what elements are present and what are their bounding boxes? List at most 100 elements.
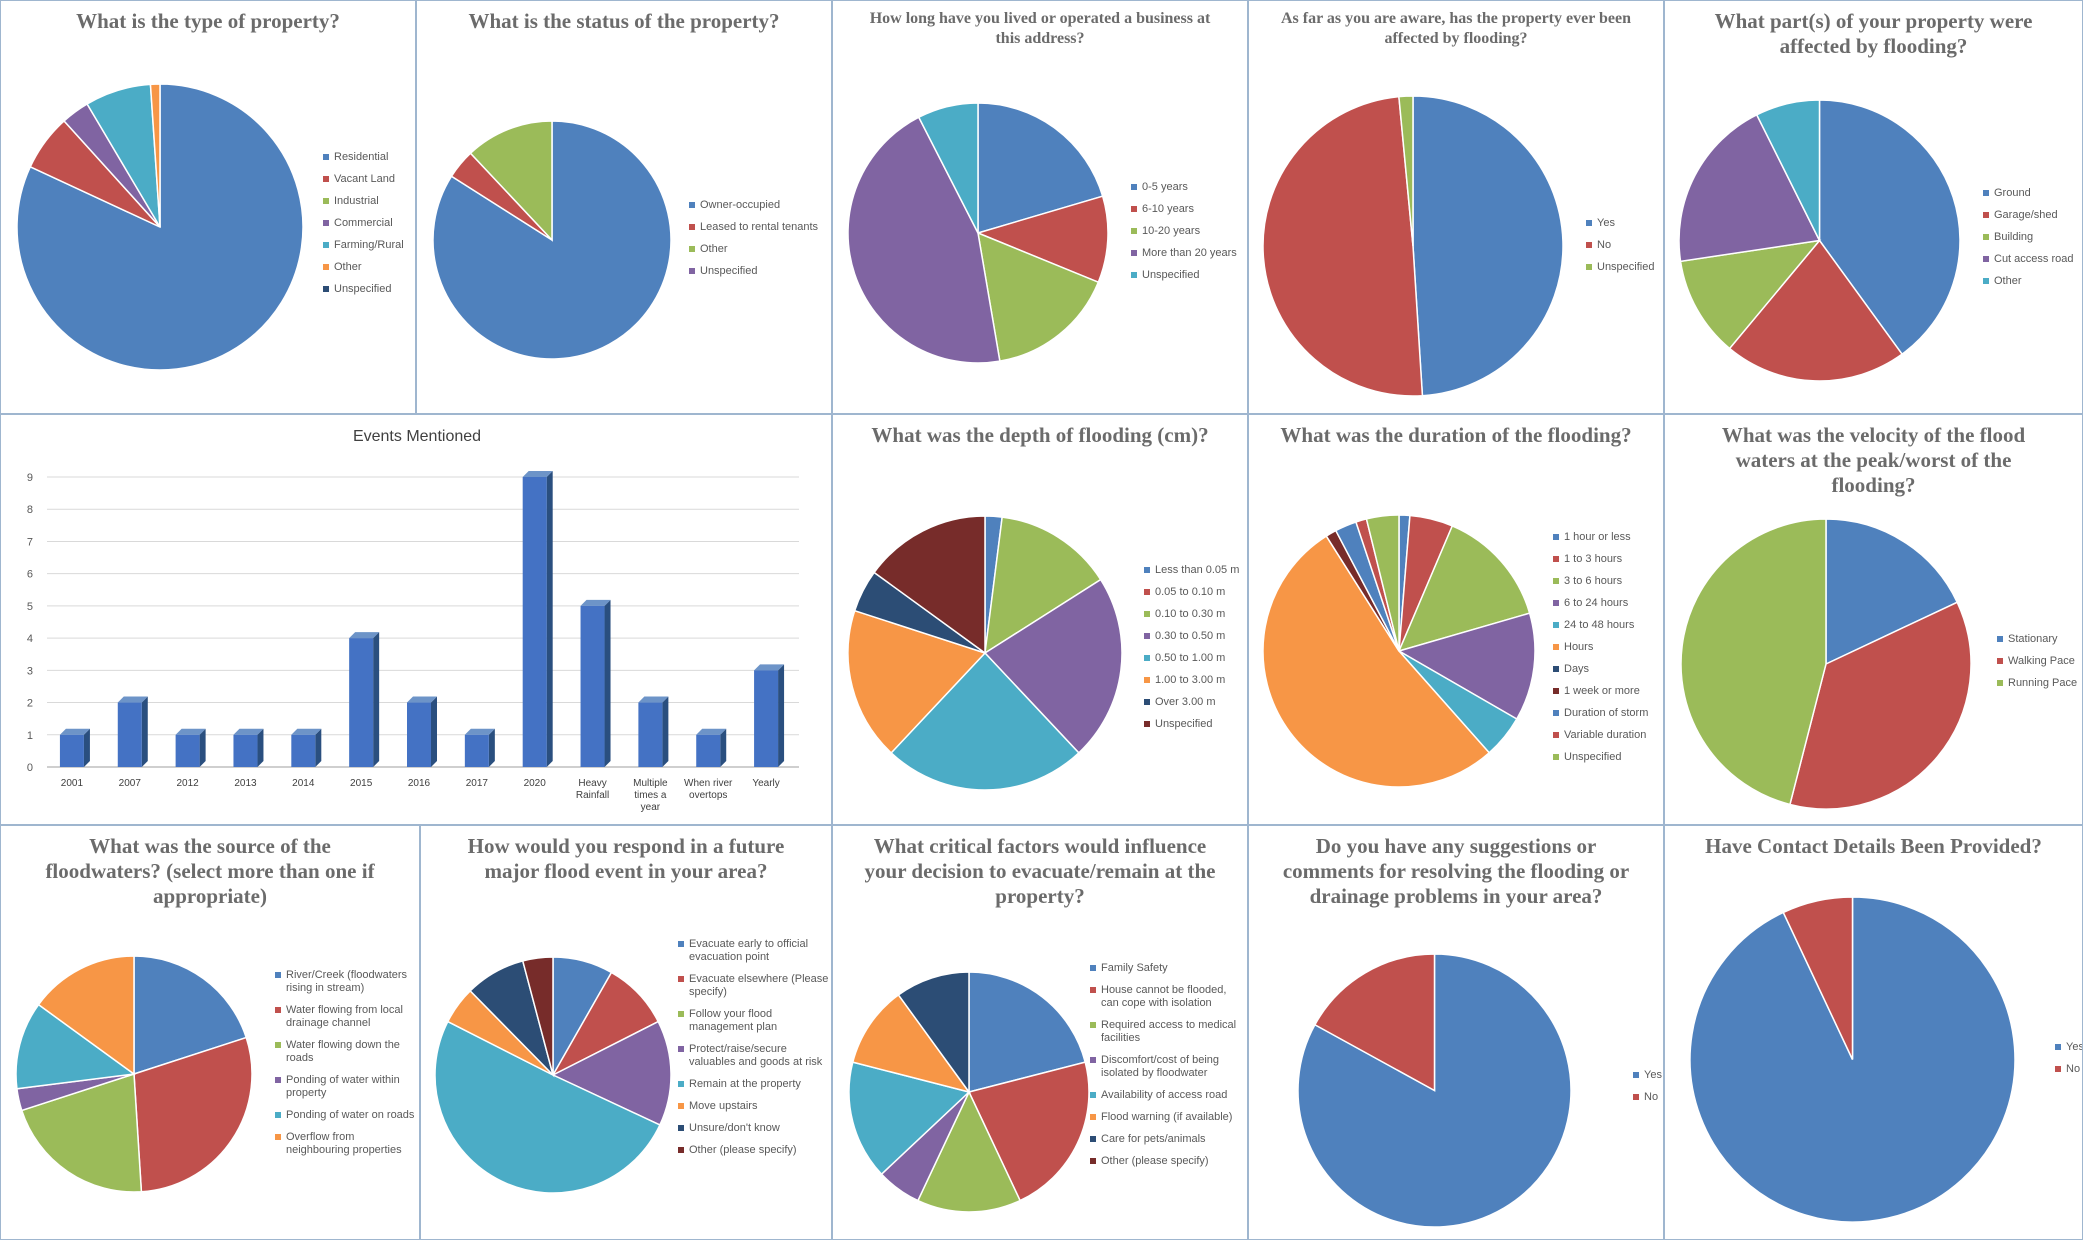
bar-side [778, 664, 785, 767]
chart-suggestions: Do you have any suggestions or comments … [1248, 825, 1664, 1240]
bar-2007 [117, 702, 142, 767]
legend-swatch [323, 154, 329, 160]
legend-swatch [1553, 534, 1559, 540]
legend: Family Safety House cannot be flooded, ca… [1090, 962, 1246, 1177]
legend-item: Building [1983, 231, 2082, 244]
legend-label: Residential [334, 151, 389, 163]
legend-label: Walking Pace [2008, 655, 2075, 667]
legend-item: Evacuate elsewhere (Please specify) [678, 973, 831, 999]
x-tick-label: 2014 [292, 778, 315, 789]
bar-multiple-times-a-year [638, 702, 663, 767]
pie-slice-availability-of-access-road [848, 1061, 971, 1176]
legend-item: Stationary [1997, 633, 2082, 646]
pie-slice-unspecified [873, 515, 986, 655]
legend-swatch [275, 1007, 281, 1013]
legend: Owner-occupied Leased to rental tenants Ot… [689, 199, 829, 287]
legend-label: Unspecified [700, 265, 758, 277]
legend-swatch [1553, 644, 1559, 650]
legend-label: Other [334, 261, 362, 273]
legend-item: Vacant Land [323, 173, 413, 186]
legend-label: Unsure/don't know [689, 1122, 780, 1134]
legend-label: Evacuate elsewhere (Please specify) [689, 973, 829, 998]
legend-item: Move upstairs [678, 1100, 831, 1113]
legend-swatch [1090, 1057, 1096, 1063]
pie-chart [848, 971, 1090, 1213]
legend-item: Ground [1983, 187, 2082, 200]
legend-item: House cannot be flooded, can cope with i… [1090, 984, 1246, 1010]
legend-item: 10-20 years [1131, 225, 1247, 238]
pie-slice-other [149, 83, 161, 228]
legend-label: Required access to medical facilities [1101, 1019, 1237, 1044]
chart-flood-duration: What was the duration of the flooding? 1… [1248, 414, 1664, 825]
legend-label: Commercial [334, 217, 393, 229]
legend-item: Water flowing from local drainage channe… [275, 1004, 415, 1030]
pie-slice-water-flowing-down-the-roads [20, 1072, 143, 1193]
y-tick-label: 1 [27, 730, 33, 742]
bar-side [141, 696, 148, 767]
legend-item: Follow your flood management plan [678, 1008, 831, 1034]
legend-item: Other [689, 243, 829, 256]
legend-item: 1 week or more [1553, 685, 1663, 698]
chart-title: What is the status of the property? [468, 9, 780, 33]
pie-slice-1-00-to-3-00-m [847, 609, 987, 754]
legend-label: Ponding of water within property [286, 1074, 400, 1099]
y-tick-label: 5 [27, 601, 33, 613]
legend-label: Water flowing down the roads [286, 1039, 400, 1064]
legend-label: Flood warning (if available) [1101, 1111, 1233, 1123]
pie-chart [16, 83, 304, 371]
legend-swatch [678, 941, 684, 947]
bar-top [59, 728, 90, 735]
pie-slice-0-50-to-1-00-m [890, 651, 1080, 791]
legend-swatch [323, 286, 329, 292]
chart-flood-source: What was the source of the floodwaters? … [0, 825, 420, 1240]
pie-slice-6-to-24-hours [1397, 612, 1536, 721]
pie-slice-ponding-of-water-on-roads [15, 1003, 136, 1090]
legend-item: 0.30 to 0.50 m [1144, 630, 1247, 643]
legend-swatch [1983, 212, 1989, 218]
legend-item: Remain at the property [678, 1078, 831, 1091]
legend-swatch [1997, 658, 2003, 664]
legend-item: Overflow from neighbouring properties [275, 1131, 415, 1157]
legend-item: No [2055, 1063, 2082, 1076]
legend-label: River/Creek (floodwaters rising in strea… [286, 969, 408, 994]
legend-label: Leased to rental tenants [700, 221, 819, 233]
pie-chart [1262, 95, 1564, 397]
legend: Residential Vacant Land Industrial Commerci… [323, 151, 413, 305]
legend-item: Flood warning (if available) [1090, 1111, 1246, 1124]
legend-label: 1 to 3 hours [1564, 553, 1623, 565]
bar-2015 [349, 638, 374, 767]
legend-item: 3 to 6 hours [1553, 575, 1663, 588]
legend-label: Farming/Rural [334, 239, 404, 251]
legend-swatch [323, 176, 329, 182]
chart-flood-affected: As far as you are aware, has the propert… [1248, 0, 1664, 414]
legend-swatch [1090, 1022, 1096, 1028]
bar-2014 [291, 734, 316, 767]
legend-swatch [1553, 688, 1559, 694]
legend-label: Owner-occupied [700, 199, 781, 211]
legend-item: Other [1983, 275, 2082, 288]
legend-label: Discomfort/cost of being isolated by flo… [1101, 1054, 1219, 1079]
legend-label: 1 hour or less [1564, 531, 1631, 543]
legend-item: 0-5 years [1131, 181, 1247, 194]
legend-swatch [1131, 272, 1137, 278]
legend-item: Residential [323, 151, 413, 164]
bar-side [488, 728, 495, 767]
legend-item: Farming/Rural [323, 239, 413, 252]
legend-item: Unspecified [323, 283, 413, 296]
pie-slice-water-flowing-from-local-drainage-channel [133, 1036, 253, 1193]
pie-chart [1678, 99, 1961, 382]
legend-swatch [1983, 234, 1989, 240]
legend-swatch [1144, 721, 1150, 727]
pie-chart [432, 120, 672, 360]
bar-when-river-overtops [696, 734, 721, 767]
legend-item: Availability of access road [1090, 1089, 1246, 1102]
legend-label: Days [1564, 663, 1590, 675]
legend-swatch [678, 1147, 684, 1153]
legend-swatch [1586, 220, 1592, 226]
chart-flood-velocity: What was the velocity of the flood water… [1664, 414, 2083, 825]
legend-item: Protect/raise/secure valuables and goods… [678, 1043, 831, 1069]
legend-swatch [2055, 1066, 2061, 1072]
y-tick-label: 6 [27, 569, 33, 581]
legend-label: Less than 0.05 m [1155, 564, 1240, 576]
pie-slice-care-for-pets-animals [897, 971, 970, 1095]
